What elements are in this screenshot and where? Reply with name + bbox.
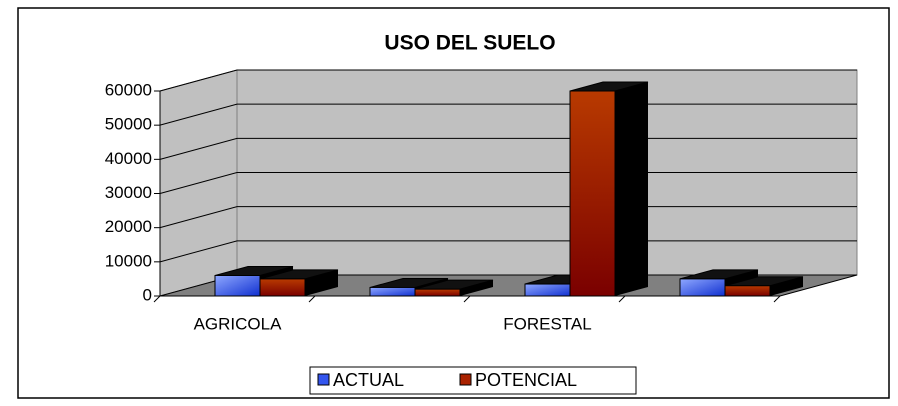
bar-side [305, 269, 338, 296]
y-tick-label: 50000 [105, 115, 152, 134]
bar [369, 286, 416, 297]
y-tick-label: 0 [143, 285, 152, 304]
bar [214, 275, 261, 297]
x-tick [308, 295, 316, 303]
bar-side [770, 276, 803, 296]
bar [259, 278, 306, 297]
y-tick-label: 60000 [105, 80, 152, 99]
grid-line [159, 69, 857, 92]
bar [569, 90, 616, 297]
x-tick-label: FORESTAL [503, 314, 591, 333]
y-tick-label: 10000 [105, 251, 152, 270]
legend-label: ACTUAL [333, 370, 404, 390]
bar-side [460, 280, 493, 296]
x-tick [773, 295, 781, 303]
grid-line [159, 206, 857, 229]
grid-line [159, 240, 857, 263]
y-tick-label: 20000 [105, 217, 152, 236]
bar-side [615, 82, 648, 296]
x-tick-label: AGRICOLA [194, 314, 283, 333]
bar [414, 288, 461, 297]
bar [679, 278, 726, 297]
grid-line [159, 137, 857, 160]
grid-line [159, 172, 857, 194]
grid-line [159, 103, 857, 126]
x-tick [618, 295, 626, 303]
y-tick-label: 30000 [105, 183, 152, 202]
chart-title: USO DEL SUELO [384, 32, 555, 55]
x-tick [463, 295, 471, 303]
x-tick [153, 295, 161, 303]
legend-swatch [459, 373, 472, 386]
legend-label: POTENCIAL [475, 370, 577, 390]
legend [309, 366, 637, 395]
bar [724, 285, 771, 297]
legend-swatch [317, 373, 330, 386]
y-tick-label: 40000 [105, 149, 152, 168]
bar [524, 283, 571, 297]
